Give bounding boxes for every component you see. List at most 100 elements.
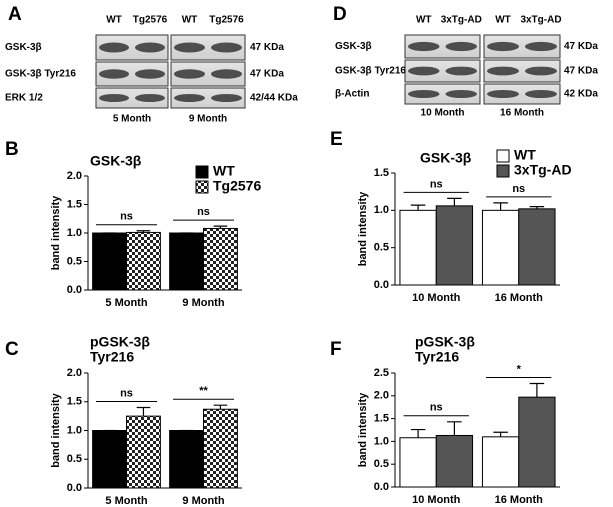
blot-band xyxy=(211,69,242,79)
y-tick-label: 1.0 xyxy=(374,204,389,216)
blot-band xyxy=(487,66,519,76)
blot-band xyxy=(211,94,242,102)
significance-label: ns xyxy=(197,206,210,218)
y-axis-label: band intensity xyxy=(50,392,62,467)
bar xyxy=(435,205,474,286)
chart-title: Tyr216 xyxy=(90,349,134,365)
error-bar xyxy=(213,225,228,229)
y-tick-label: 1.5 xyxy=(67,198,82,210)
bar xyxy=(169,430,204,489)
lane-label: Tg2576 xyxy=(133,15,168,26)
lane-label: 3xTg-AD xyxy=(441,15,482,26)
blot-frame xyxy=(404,83,481,105)
bar xyxy=(126,415,161,489)
blot-frame xyxy=(404,59,481,83)
blot-frame xyxy=(483,34,561,59)
y-tick-label: 1.0 xyxy=(67,424,82,436)
lane-label: WT xyxy=(182,15,198,26)
blot-band xyxy=(99,94,129,102)
y-tick-label: 0.5 xyxy=(374,458,389,470)
error-bar xyxy=(410,428,426,438)
error-bar xyxy=(213,404,228,410)
significance-label: ns xyxy=(512,183,525,195)
time-label: 16 Month xyxy=(500,108,544,119)
blot-band xyxy=(525,41,557,52)
y-tick-label: 1.5 xyxy=(67,396,82,408)
blot-band xyxy=(408,66,440,76)
size-label: 47 KDa xyxy=(250,69,284,80)
lane-label: WT xyxy=(495,15,511,26)
panel-label: E xyxy=(330,129,343,150)
significance-label: ns xyxy=(430,402,443,414)
y-axis-label: band intensity xyxy=(50,195,62,270)
blot-band xyxy=(487,90,519,98)
blot-band xyxy=(445,41,477,52)
blot-band xyxy=(174,69,205,79)
error-bar xyxy=(447,421,462,436)
row-label: ERK 1/2 xyxy=(5,93,43,104)
bar xyxy=(518,396,556,488)
y-tick-label: 1.5 xyxy=(374,413,389,425)
legend-label: Tg2576 xyxy=(213,178,261,194)
panel-label: A xyxy=(8,4,22,25)
blot-band xyxy=(174,94,205,102)
legend-swatch xyxy=(496,164,510,178)
blot-frame xyxy=(483,59,561,83)
lane-label: 3xTg-AD xyxy=(520,15,561,26)
y-tick-label: 0.5 xyxy=(374,242,389,254)
row-label: β-Actin xyxy=(335,89,369,100)
blot-frame xyxy=(95,87,169,109)
error-bar xyxy=(136,230,151,233)
bar xyxy=(399,209,437,286)
row-label: GSK-3β Tyr216 xyxy=(5,69,76,80)
blot-band xyxy=(135,69,165,79)
x-tick-label: 10 Month xyxy=(412,292,461,304)
blot-band xyxy=(174,42,205,53)
bar xyxy=(481,209,520,286)
lane-label: Tg2576 xyxy=(209,15,244,26)
blot-band xyxy=(525,90,557,98)
legend-label: WT xyxy=(514,147,536,163)
error-bar xyxy=(136,406,151,417)
x-tick-label: 10 Month xyxy=(412,494,461,506)
y-tick-label: 0.0 xyxy=(374,481,389,493)
legend-swatch xyxy=(496,149,510,163)
panel-label: F xyxy=(330,339,342,360)
error-bar xyxy=(410,204,426,211)
chart-title: pGSK-3β xyxy=(90,334,150,350)
error-bar xyxy=(493,202,508,211)
legend-label: WT xyxy=(213,163,235,179)
blot-band xyxy=(525,66,557,76)
size-label: 47 KDa xyxy=(564,66,598,77)
blot-band xyxy=(408,41,440,52)
y-tick-label: 1.0 xyxy=(67,227,82,239)
y-tick-label: 2.0 xyxy=(67,170,82,182)
blot-band xyxy=(445,90,477,98)
panel-label: D xyxy=(333,4,347,25)
bar xyxy=(126,231,161,291)
legend-swatch xyxy=(195,165,209,179)
time-label: 5 Month xyxy=(113,114,151,125)
x-tick-label: 9 Month xyxy=(182,297,224,309)
y-tick-label: 0.0 xyxy=(67,284,82,296)
legend-label: 3xTg-AD xyxy=(514,162,572,178)
x-tick-label: 5 Month xyxy=(105,495,147,507)
chart-title: pGSK-3β xyxy=(415,334,475,350)
blot-frame xyxy=(404,34,481,59)
time-label: 10 Month xyxy=(421,108,465,119)
error-bar xyxy=(529,206,545,209)
blot-band xyxy=(99,69,129,79)
blot-band xyxy=(99,42,129,53)
y-tick-label: 0.5 xyxy=(67,453,82,465)
size-label: 42 KDa xyxy=(564,89,598,100)
chart-title: GSK-3β xyxy=(420,150,472,166)
significance-label: ns xyxy=(120,211,133,223)
time-label: 9 Month xyxy=(189,114,227,125)
blot-band xyxy=(211,42,242,53)
bar xyxy=(203,227,238,291)
bar xyxy=(481,436,520,488)
bar xyxy=(399,437,437,488)
x-tick-label: 5 Month xyxy=(105,297,147,309)
blot-band xyxy=(445,66,477,76)
